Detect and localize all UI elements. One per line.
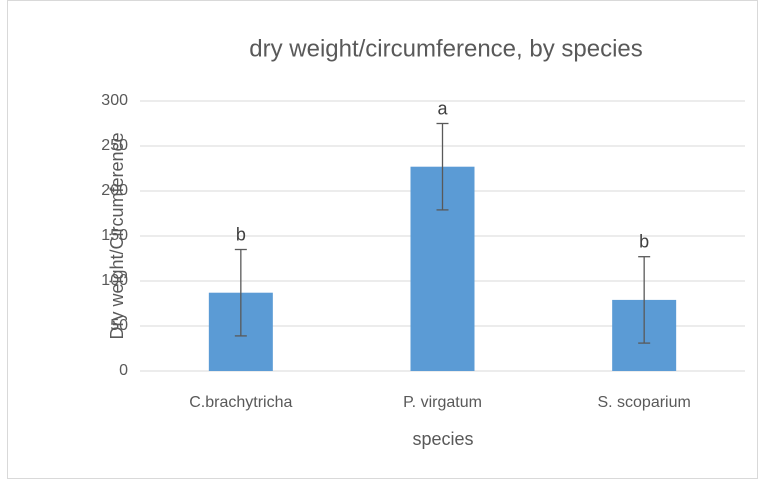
x-tick-label: S. scoparium [597,394,690,411]
annotation: b [639,231,649,251]
y-tick-label: 50 [110,317,128,334]
y-tick-label: 300 [101,92,128,109]
y-tick-label: 150 [101,227,128,244]
annotation: b [236,224,246,244]
error-bar [234,248,247,337]
x-axis-label: species [412,429,473,449]
y-axis-label: Dry weight/Circumference [107,132,127,339]
y-tick-label: 250 [101,137,128,154]
annotation: a [437,98,448,118]
y-tick-label: 100 [101,272,128,289]
error-bar [638,256,651,344]
x-tick-label: P. virgatum [403,394,482,411]
error-bar [436,122,449,211]
chart-title: dry weight/circumference, by species [249,35,643,62]
x-tick-label: C.brachytricha [189,394,292,411]
y-tick-label: 0 [119,362,128,379]
chart-frame [7,0,758,479]
y-tick-label: 200 [101,182,128,199]
